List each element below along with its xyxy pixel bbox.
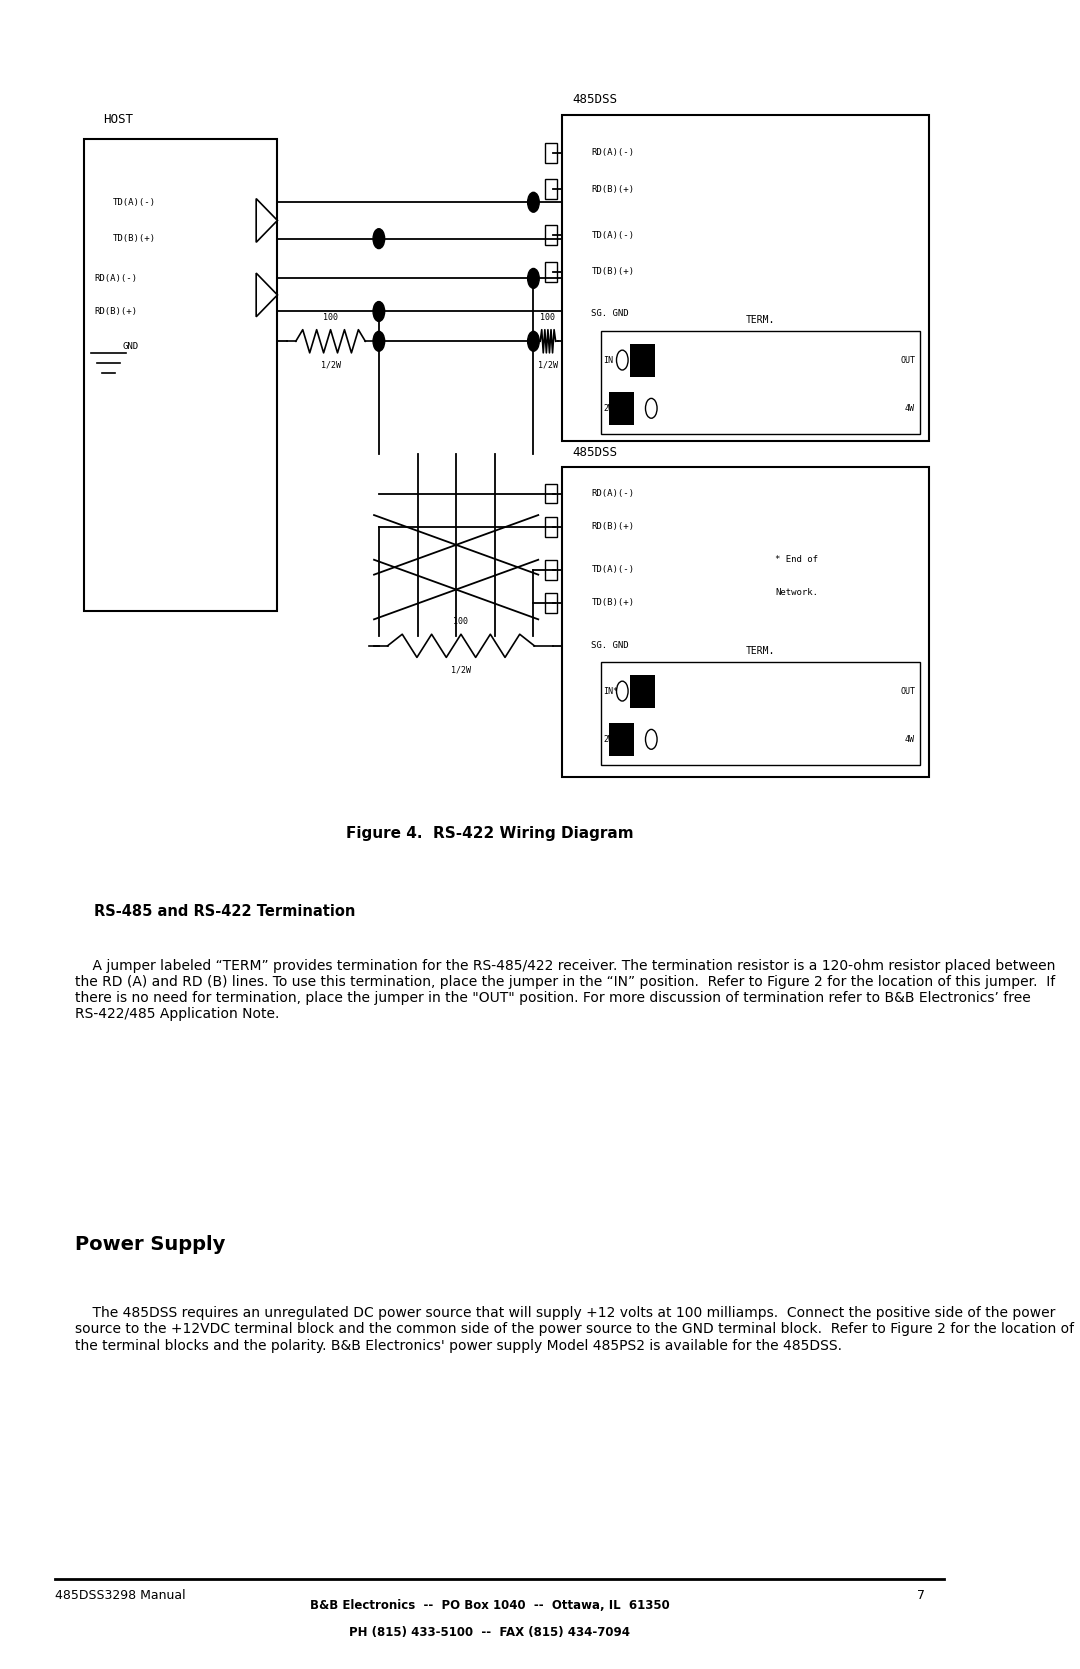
Text: IN*: IN* <box>603 686 618 696</box>
Text: RD(B)(+): RD(B)(+) <box>592 185 634 194</box>
Text: GND: GND <box>123 342 139 350</box>
Text: TD(B)(+): TD(B)(+) <box>592 267 634 277</box>
Text: The 485DSS requires an unregulated DC power source that will supply +12 volts at: The 485DSS requires an unregulated DC po… <box>75 1307 1074 1352</box>
Bar <box>609 392 634 426</box>
Text: 2W: 2W <box>603 404 613 412</box>
Bar <box>602 663 920 764</box>
Text: HOST: HOST <box>104 113 134 127</box>
Polygon shape <box>256 199 278 242</box>
Bar <box>545 559 556 579</box>
Text: RS-485 and RS-422 Termination: RS-485 and RS-422 Termination <box>94 905 355 920</box>
Bar <box>545 142 556 162</box>
Bar <box>602 332 920 434</box>
Text: Power Supply: Power Supply <box>75 1235 225 1253</box>
Bar <box>545 517 556 536</box>
Circle shape <box>373 229 384 249</box>
Circle shape <box>528 192 539 212</box>
Text: TD(A)(-): TD(A)(-) <box>113 197 157 207</box>
Text: RD(A)(-): RD(A)(-) <box>592 149 634 157</box>
Text: RD(A)(-): RD(A)(-) <box>592 489 634 497</box>
Text: 2W: 2W <box>603 734 613 744</box>
Bar <box>563 467 930 776</box>
Text: TERM.: TERM. <box>746 315 775 325</box>
Text: RD(A)(-): RD(A)(-) <box>94 274 137 282</box>
Text: 100: 100 <box>540 312 555 322</box>
Circle shape <box>617 681 629 701</box>
Text: 485DSS: 485DSS <box>572 93 617 107</box>
Bar <box>545 262 556 282</box>
Text: IN: IN <box>603 355 613 364</box>
Text: 100: 100 <box>454 618 469 626</box>
Text: Network.: Network. <box>775 589 818 598</box>
Text: SG. GND: SG. GND <box>592 309 629 317</box>
Text: 485DSS3298 Manual: 485DSS3298 Manual <box>55 1589 186 1602</box>
Circle shape <box>617 350 629 371</box>
Text: OUT: OUT <box>900 355 915 364</box>
Text: 1/2W: 1/2W <box>451 666 471 674</box>
Bar <box>563 115 930 441</box>
Bar <box>630 674 656 708</box>
Text: OUT: OUT <box>900 686 915 696</box>
Text: 4W: 4W <box>905 404 915 412</box>
Bar <box>630 344 656 377</box>
Bar <box>545 179 556 199</box>
Bar <box>545 592 556 613</box>
Circle shape <box>528 332 539 350</box>
Text: * End of: * End of <box>775 556 818 564</box>
Circle shape <box>646 399 657 419</box>
Text: 4W: 4W <box>905 734 915 744</box>
Text: RD(B)(+): RD(B)(+) <box>592 522 634 531</box>
Text: 100: 100 <box>323 312 338 322</box>
Text: B&B Electronics  --  PO Box 1040  --  Ottawa, IL  61350: B&B Electronics -- PO Box 1040 -- Ottawa… <box>310 1599 670 1612</box>
Text: TD(B)(+): TD(B)(+) <box>113 234 157 244</box>
Text: TD(B)(+): TD(B)(+) <box>592 598 634 608</box>
Text: A jumper labeled “TERM” provides termination for the RS-485/422 receiver. The te: A jumper labeled “TERM” provides termina… <box>75 958 1055 1021</box>
Circle shape <box>373 332 384 350</box>
Text: 7: 7 <box>917 1589 924 1602</box>
Bar <box>545 484 556 504</box>
Bar <box>545 225 556 245</box>
Bar <box>609 723 634 756</box>
Text: 1/2W: 1/2W <box>538 361 558 371</box>
Text: SG. GND: SG. GND <box>592 641 629 651</box>
Circle shape <box>646 729 657 749</box>
Bar <box>84 139 278 611</box>
Circle shape <box>373 302 384 322</box>
Text: RD(B)(+): RD(B)(+) <box>94 307 137 315</box>
Text: 1/2W: 1/2W <box>321 361 340 371</box>
Text: TD(A)(-): TD(A)(-) <box>592 230 634 240</box>
Text: TD(A)(-): TD(A)(-) <box>592 566 634 574</box>
Circle shape <box>528 269 539 289</box>
Text: 485DSS: 485DSS <box>572 446 617 459</box>
Text: Figure 4.  RS-422 Wiring Diagram: Figure 4. RS-422 Wiring Diagram <box>347 826 634 841</box>
Text: PH (815) 433-5100  --  FAX (815) 434-7094: PH (815) 433-5100 -- FAX (815) 434-7094 <box>350 1626 631 1639</box>
Text: TERM.: TERM. <box>746 646 775 656</box>
Polygon shape <box>256 274 278 317</box>
